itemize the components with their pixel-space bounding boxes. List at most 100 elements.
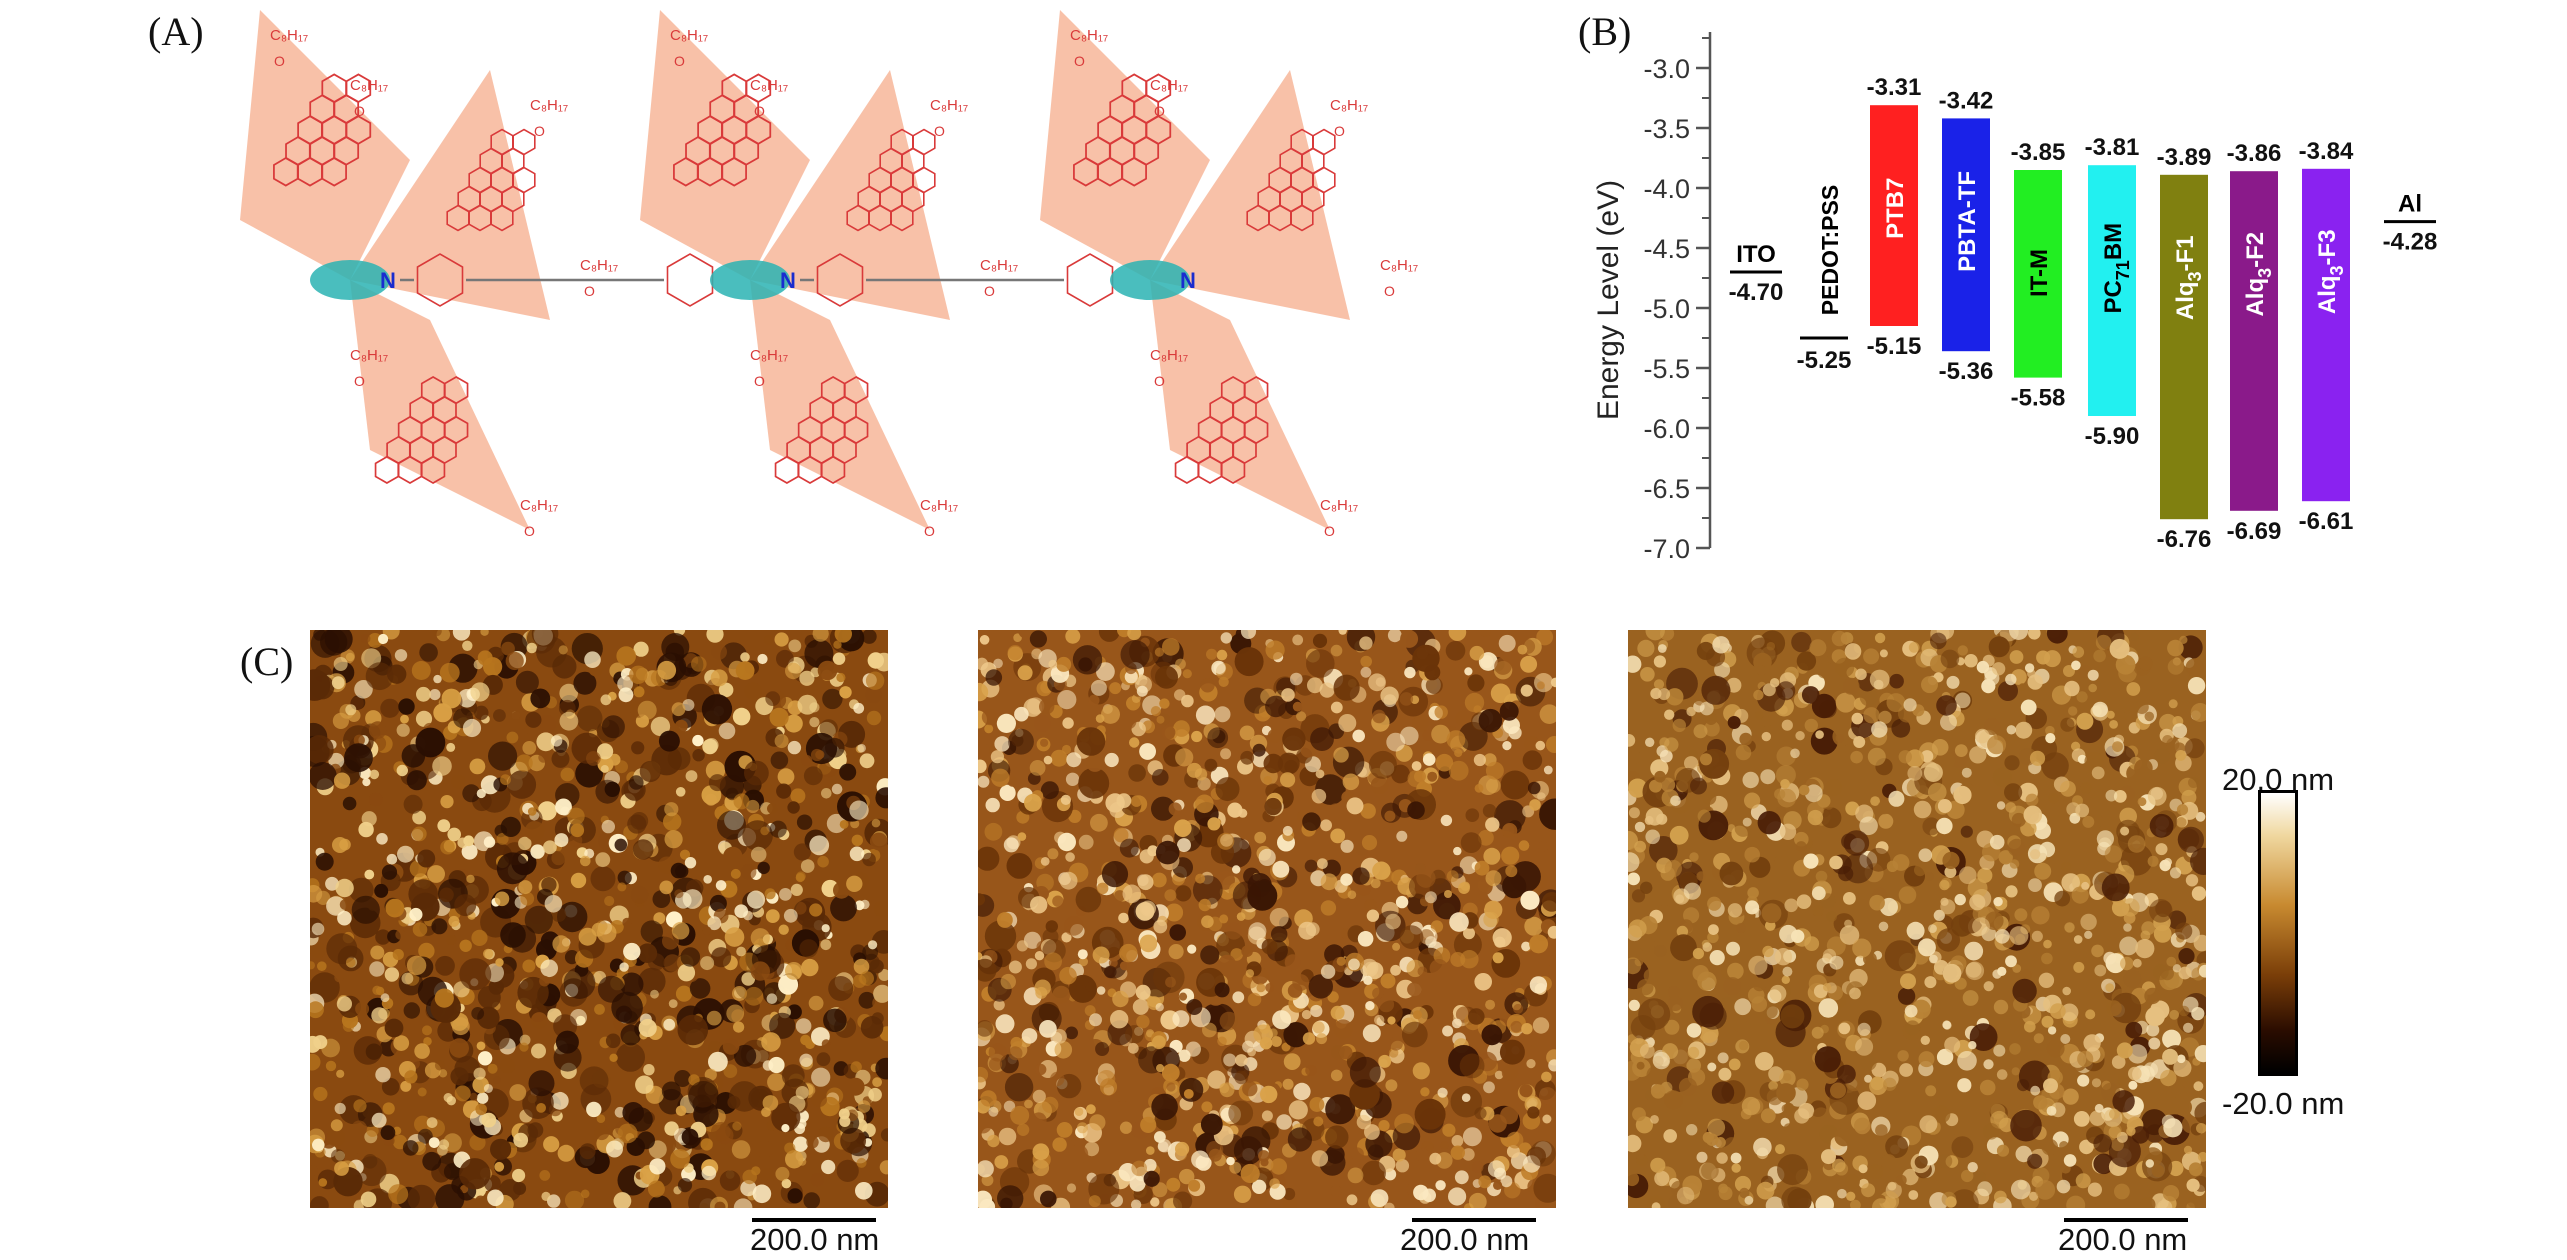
nitrogen-label: N xyxy=(780,268,796,293)
scale-bar-1 xyxy=(752,1218,876,1222)
y-tick-label: -7.0 xyxy=(1643,534,1690,560)
ring xyxy=(1066,253,1114,307)
alkyl-label: C₈H₁₇ xyxy=(1150,77,1188,94)
energy-bars: ITO -4.70 -5.25 PEDOT:PSS -3.31 -5.15 PTB7 -3.4… xyxy=(1729,74,2438,553)
ring xyxy=(673,157,699,187)
energy-item: -3.31 -5.15 PTB7 xyxy=(1867,74,1922,360)
oxygen-label: O xyxy=(534,123,545,139)
energy-bar xyxy=(2302,168,2350,502)
bar-bottom-label: -5.36 xyxy=(1939,358,1994,385)
series-label: PEDOT:PSS xyxy=(1817,185,1843,315)
panel-label-b: (B) xyxy=(1578,9,1632,54)
scale-bar-label-2: 200.0 nm xyxy=(1400,1222,1530,1257)
bond-network xyxy=(273,73,1336,484)
oxygen-label: O xyxy=(1334,123,1345,139)
energy-item: Al -4.28 xyxy=(2383,191,2438,256)
central-core xyxy=(1110,260,1190,300)
y-tick-label: -4.0 xyxy=(1643,174,1690,204)
perylene-core xyxy=(446,128,536,232)
ring xyxy=(1174,455,1200,484)
central-core xyxy=(710,260,790,300)
central-core xyxy=(310,260,390,300)
level-label: -4.28 xyxy=(2383,229,2438,256)
molecular-structure-diagram: C₈H₁₇ O C₈H₁₇ O C₈H₁₇ O C₈H₁₇ O C₈H₁₇ O C₈H₁₇ O N C₈H… xyxy=(240,10,1418,539)
ring xyxy=(816,253,864,307)
ring xyxy=(912,128,936,156)
perylene-core xyxy=(1174,376,1269,484)
ring xyxy=(374,455,400,484)
y-tick-label: -3.5 xyxy=(1643,114,1690,144)
ring xyxy=(1312,128,1336,156)
energy-item: ITO -4.70 xyxy=(1729,241,1784,306)
scale-bar-2 xyxy=(1412,1218,1536,1222)
ring xyxy=(420,455,446,484)
pdi-plane-upper xyxy=(1040,10,1210,280)
height-colorbar xyxy=(2258,790,2298,1076)
ring xyxy=(321,157,347,187)
pdi-plane-lower xyxy=(750,280,930,530)
alkyl-label: C₈H₁₇ xyxy=(270,27,308,44)
pdi-plane-right xyxy=(750,70,950,320)
energy-item: -5.25 PEDOT:PSS xyxy=(1797,185,1852,374)
oxygen-label: O xyxy=(984,283,995,299)
bar-top-label: -3.85 xyxy=(2011,139,2066,166)
alkyl-label: C₈H₁₇ xyxy=(350,347,388,364)
oxygen-label: O xyxy=(924,523,935,539)
series-label: PBTA-TF xyxy=(1954,171,1981,272)
bar-top-label: -3.31 xyxy=(1867,74,1922,101)
nitrogen-label: N xyxy=(380,268,396,293)
pdi-plane-upper xyxy=(640,10,810,280)
ring xyxy=(1246,204,1270,232)
ring xyxy=(745,73,772,103)
bar-bottom-label: -5.90 xyxy=(2085,423,2140,450)
level-label: -4.70 xyxy=(1729,279,1784,306)
alkyl-label: C₈H₁₇ xyxy=(530,97,568,114)
pdi-plane-lower xyxy=(350,280,530,530)
alkyl-label: C₈H₁₇ xyxy=(930,97,968,114)
nitrogen-label: N xyxy=(1180,268,1196,293)
alkyl-label: C₈H₁₇ xyxy=(520,497,558,514)
pdi-plane-lower xyxy=(1150,280,1330,530)
oxygen-label: O xyxy=(754,373,765,389)
afm-texture xyxy=(978,630,1556,1208)
y-tick-label: -5.5 xyxy=(1643,354,1690,384)
y-tick-label: -5.0 xyxy=(1643,294,1690,324)
level-label: -5.25 xyxy=(1797,347,1852,374)
ring xyxy=(1121,157,1147,187)
y-tick-label: -6.0 xyxy=(1643,414,1690,444)
bar-top-label: -3.86 xyxy=(2227,140,2282,167)
bar-top-label: -3.84 xyxy=(2299,138,2354,165)
ring xyxy=(774,455,800,484)
ring xyxy=(666,253,714,307)
bar-top-label: -3.89 xyxy=(2157,144,2212,171)
bar-bottom-label: -6.61 xyxy=(2299,508,2354,535)
ring xyxy=(820,455,846,484)
energy-bar xyxy=(2230,171,2278,511)
bar-bottom-label: -6.76 xyxy=(2157,526,2212,553)
oxygen-label: O xyxy=(524,523,535,539)
scale-bar-3 xyxy=(2064,1218,2188,1222)
oxygen-label: O xyxy=(934,123,945,139)
perylene-core xyxy=(774,376,869,484)
bar-bottom-label: -6.69 xyxy=(2227,518,2282,545)
perylene-core xyxy=(1246,128,1336,232)
pdi-plane-right xyxy=(350,70,550,320)
y-tick-label: -3.0 xyxy=(1643,54,1690,84)
afm-texture xyxy=(310,630,888,1208)
ring xyxy=(846,204,870,232)
afm-image-1 xyxy=(310,630,888,1208)
alkyl-label: C₈H₁₇ xyxy=(1070,27,1108,44)
alkyl-label: C₈H₁₇ xyxy=(580,257,618,274)
oxygen-label: O xyxy=(754,103,765,119)
alkyl-label: C₈H₁₇ xyxy=(1380,257,1418,274)
alkyl-label: C₈H₁₇ xyxy=(750,347,788,364)
y-axis: -3.0 -3.5 -4.0 -4.5 -5.0 -5.5 -6.0 -6.5 -7.0 xyxy=(1643,32,1712,560)
energy-bar xyxy=(2088,165,2136,416)
ring xyxy=(1145,73,1172,103)
scale-bar-label-1: 200.0 nm xyxy=(750,1222,880,1257)
ring xyxy=(1244,376,1269,405)
